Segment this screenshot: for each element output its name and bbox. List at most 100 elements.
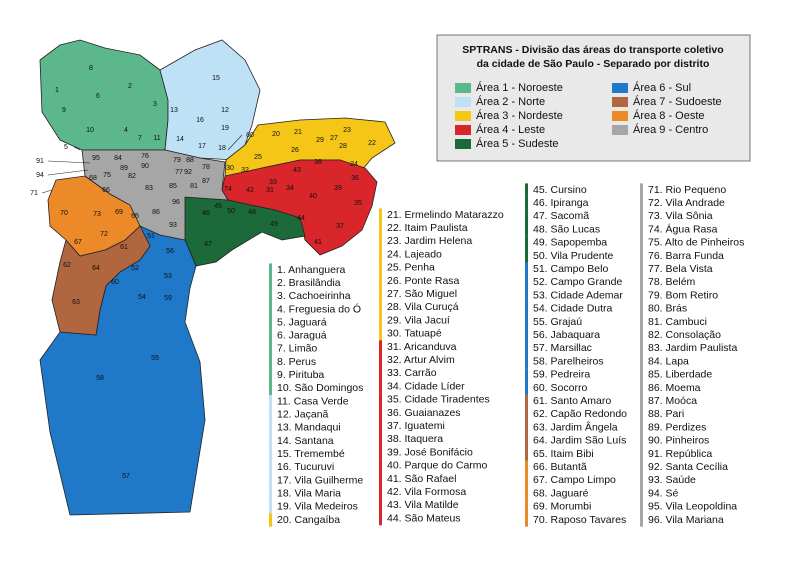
list-area-bar bbox=[379, 221, 382, 235]
district-number: 96 bbox=[172, 199, 180, 206]
district-number: 57 bbox=[122, 473, 130, 480]
district-number: 45 bbox=[214, 203, 222, 210]
list-area-bar bbox=[525, 460, 528, 474]
district-number: 22 bbox=[368, 140, 376, 147]
district-name: 30. Tatuapé bbox=[387, 328, 442, 340]
district-number: 13 bbox=[170, 107, 178, 114]
legend-label: Área 8 - Oeste bbox=[633, 109, 705, 122]
district-number: 24 bbox=[350, 161, 358, 168]
list-area-bar bbox=[525, 513, 528, 527]
list-area-bar bbox=[269, 421, 272, 435]
district-number: 55 bbox=[151, 355, 159, 362]
district-number: 21 bbox=[294, 129, 302, 136]
district-number: 63 bbox=[72, 299, 80, 306]
district-number: 71 bbox=[30, 190, 38, 197]
district-name: 4. Freguesia do Ó bbox=[277, 302, 361, 315]
list-area-bar bbox=[379, 406, 382, 420]
list-area-bar bbox=[269, 302, 272, 317]
list-area-bar bbox=[379, 512, 382, 526]
list-area-bar bbox=[640, 183, 643, 197]
district-number: 90 bbox=[141, 163, 149, 170]
district-number: 46 bbox=[202, 210, 210, 217]
area-region bbox=[39, 39, 169, 151]
district-name: 21. Ermelindo Matarazzo bbox=[387, 209, 504, 221]
district-number: 39 bbox=[334, 185, 342, 192]
district-name: 36. Guaianazes bbox=[387, 407, 461, 419]
district-name: 16. Tucuruvi bbox=[277, 461, 334, 473]
district-name: 51. Campo Belo bbox=[533, 263, 608, 275]
district-number: 88 bbox=[186, 157, 194, 164]
list-area-bar bbox=[269, 513, 272, 527]
list-area-bar bbox=[379, 261, 382, 275]
list-area-bar bbox=[640, 341, 643, 356]
list-area-bar bbox=[379, 300, 382, 315]
district-name: 5. Jaguará bbox=[277, 316, 327, 328]
district-name: 48. São Lucas bbox=[533, 223, 600, 235]
district-number: 62 bbox=[63, 262, 71, 269]
list-area-bar bbox=[269, 447, 272, 461]
district-name: 42. Vila Formosa bbox=[387, 486, 466, 498]
district-name: 90. Pinheiros bbox=[648, 435, 709, 447]
legend-label: Área 2 - Norte bbox=[476, 95, 545, 108]
district-name: 7. Limão bbox=[277, 343, 317, 355]
district-number: 48 bbox=[248, 209, 256, 216]
district-name: 12. Jaçanã bbox=[277, 409, 329, 421]
district-name: 49. Sapopemba bbox=[533, 237, 607, 249]
district-name: 89. Perdizes bbox=[648, 421, 706, 433]
list-area-bar bbox=[525, 183, 528, 197]
legend-swatch bbox=[612, 83, 628, 93]
district-name: 29. Vila Jacuí bbox=[387, 314, 450, 326]
list-area-bar bbox=[640, 447, 643, 461]
district-number: 67 bbox=[74, 239, 82, 246]
district-name: 19. Vila Medeiros bbox=[277, 501, 358, 513]
list-area-bar bbox=[525, 223, 528, 237]
district-number: 1 bbox=[55, 87, 59, 94]
leader-line bbox=[227, 134, 243, 151]
list-area-bar bbox=[525, 394, 528, 408]
district-name: 26. Ponte Rasa bbox=[387, 275, 460, 287]
district-name: 67. Campo Limpo bbox=[533, 474, 616, 486]
district-name: 40. Parque do Carmo bbox=[387, 460, 488, 472]
district-name: 20. Cangaíba bbox=[277, 514, 340, 526]
list-area-bar bbox=[379, 274, 382, 288]
list-area-bar bbox=[640, 513, 643, 527]
district-name: 54. Cidade Dutra bbox=[533, 303, 613, 315]
district-name: 70. Raposo Tavares bbox=[533, 514, 626, 526]
district-number: 10 bbox=[86, 127, 94, 134]
list-area-bar bbox=[525, 196, 528, 210]
district-number: 69 bbox=[115, 209, 123, 216]
district-name: 46. Ipiranga bbox=[533, 197, 589, 209]
district-name: 81. Cambuci bbox=[648, 316, 707, 328]
district-name: 11. Casa Verde bbox=[277, 395, 349, 407]
legend-swatch bbox=[612, 97, 628, 107]
district-number: 34 bbox=[286, 185, 294, 192]
list-area-bar bbox=[525, 421, 528, 435]
legend-label: Área 3 - Nordeste bbox=[476, 109, 563, 122]
district-name: 13. Mandaqui bbox=[277, 422, 341, 434]
district-number: 66 bbox=[102, 187, 110, 194]
legend-swatch bbox=[612, 111, 628, 121]
list-area-bar bbox=[379, 446, 382, 460]
list-area-bar bbox=[640, 328, 643, 342]
district-number: 81 bbox=[190, 183, 198, 190]
district-name: 71. Rio Pequeno bbox=[648, 184, 726, 196]
district-name: 55. Grajaú bbox=[533, 316, 582, 328]
district-name: 94. Sé bbox=[648, 487, 679, 499]
district-name: 80. Brás bbox=[648, 303, 687, 315]
district-name: 96. Vila Mariana bbox=[648, 514, 724, 526]
district-name: 76. Barra Funda bbox=[648, 250, 724, 262]
district-number: 12 bbox=[221, 107, 229, 114]
legend-title: da cidade de São Paulo - Separado por di… bbox=[477, 58, 710, 70]
district-name: 77. Bela Vista bbox=[648, 263, 713, 275]
district-number: 94 bbox=[36, 172, 44, 179]
district-number: 20 bbox=[272, 131, 280, 138]
list-area-bar bbox=[640, 487, 643, 501]
district-name: 34. Cidade Líder bbox=[387, 380, 465, 392]
district-name: 64. Jardim São Luís bbox=[533, 435, 626, 447]
list-area-bar bbox=[269, 263, 272, 277]
list-area-bar bbox=[525, 355, 528, 369]
legend-swatch bbox=[455, 125, 471, 135]
district-number: 49 bbox=[270, 221, 278, 228]
list-area-bar bbox=[525, 434, 528, 448]
